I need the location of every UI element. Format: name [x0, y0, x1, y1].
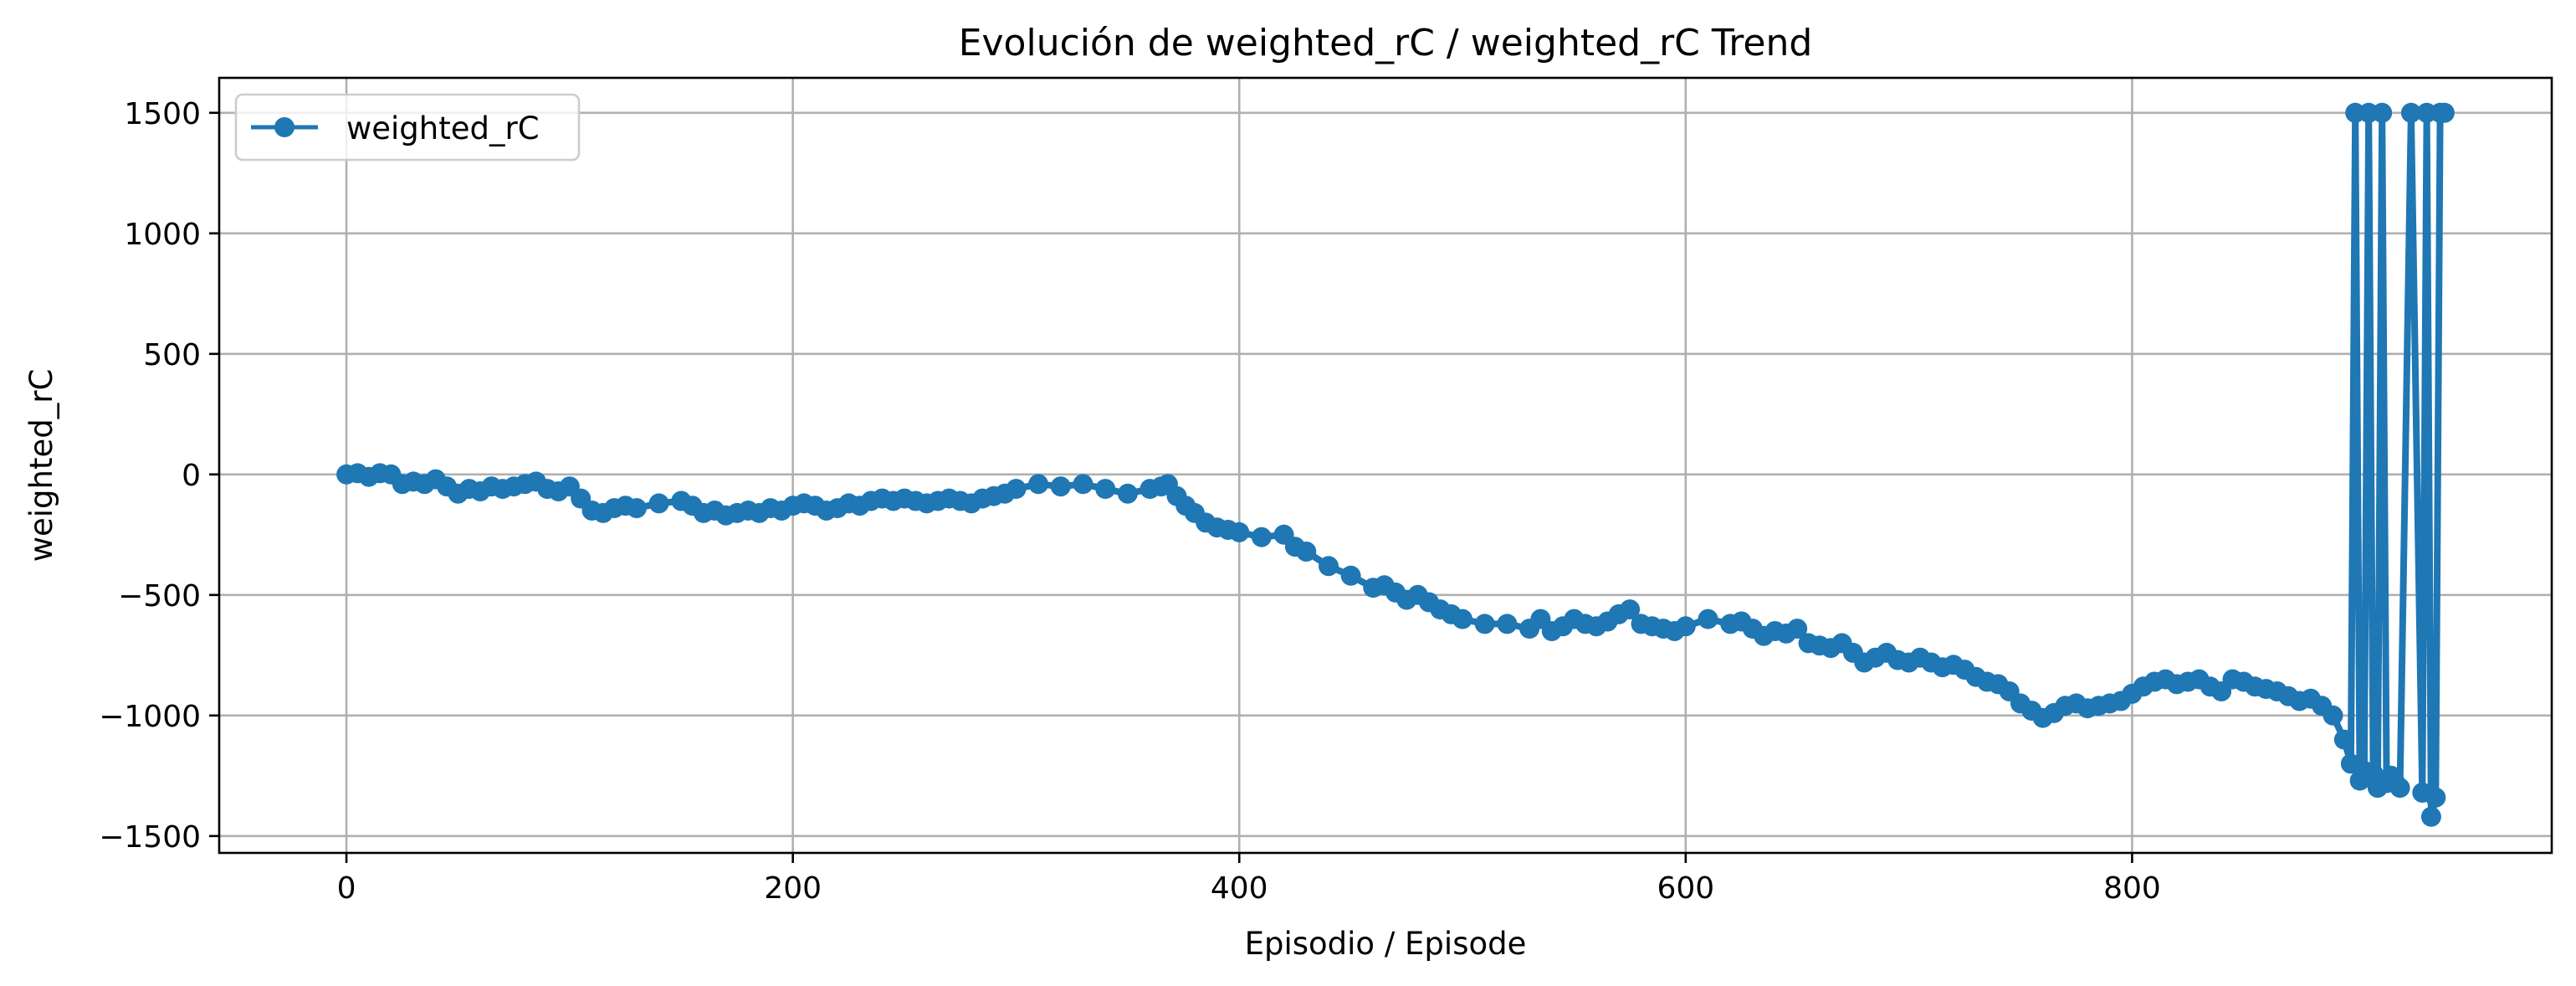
grid-layer: [219, 78, 2552, 853]
data-point: [1452, 609, 1472, 629]
data-point: [1296, 542, 1317, 562]
x-tick-label: 600: [1657, 871, 1714, 906]
y-tick-label: −1000: [99, 700, 201, 734]
y-axis-label: weighted_rC: [23, 369, 59, 562]
data-point: [2322, 705, 2343, 726]
x-tick-label: 400: [1211, 871, 1268, 906]
y-tick-label: 500: [143, 338, 201, 372]
data-point: [1497, 614, 1518, 634]
data-point: [648, 493, 669, 514]
plot-frame: [218, 76, 2553, 855]
x-tick-label: 800: [2103, 871, 2161, 906]
x-axis-label: Episodio / Episode: [1245, 926, 1527, 962]
data-point: [1474, 614, 1495, 634]
data-point: [2400, 102, 2421, 123]
data-point: [1073, 474, 1093, 495]
legend-marker-swatch: [274, 117, 294, 137]
series-layer: [336, 102, 2455, 827]
y-tick-label: 1500: [124, 97, 201, 131]
data-point: [1698, 609, 1718, 629]
data-point: [1620, 599, 1641, 620]
legend-label: weighted_rC: [346, 110, 540, 146]
tick-layer: 0 200 400 600 800 −1500 −1000 −500 0 500 1000 1500: [99, 97, 2161, 906]
data-point: [1229, 521, 1250, 542]
data-point: [1117, 483, 1138, 504]
x-tick-label: 200: [764, 871, 822, 906]
y-tick-label: 0: [182, 459, 201, 493]
data-point: [2425, 787, 2446, 808]
data-point: [2372, 102, 2393, 123]
y-tick-label: 1000: [124, 218, 201, 252]
data-point: [2434, 102, 2455, 123]
data-point: [1006, 479, 1027, 500]
x-tick-label: 0: [337, 871, 356, 906]
data-point: [1319, 556, 1339, 577]
legend: weighted_rC: [234, 93, 581, 162]
data-point: [1675, 616, 1696, 637]
data-point: [626, 498, 647, 519]
data-point: [1340, 565, 1361, 586]
y-tick-label: −500: [118, 579, 201, 614]
chart-title: Evolución de weighted_rC / weighted_rC T…: [959, 22, 1813, 64]
y-tick-label: −1500: [99, 820, 201, 855]
data-point: [1095, 479, 1116, 500]
data-point: [2333, 729, 2354, 750]
data-point: [1050, 476, 1071, 497]
data-point: [2389, 778, 2410, 799]
data-point: [2420, 806, 2441, 827]
data-point: [1787, 619, 1808, 639]
legend-box: [234, 93, 581, 162]
data-point: [1028, 474, 1049, 495]
data-point: [1251, 526, 1272, 547]
